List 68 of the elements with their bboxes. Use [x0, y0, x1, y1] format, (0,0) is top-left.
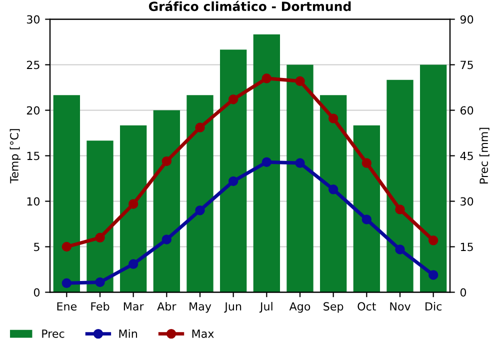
x-tick-label: Sep [324, 302, 344, 313]
point [328, 114, 338, 124]
point [362, 214, 372, 224]
x-tick-label: May [190, 302, 212, 313]
bar [53, 95, 80, 292]
bar [220, 50, 247, 292]
point [128, 259, 138, 269]
y-tick-label: 25 [26, 60, 40, 70]
legend-label: Prec [42, 330, 64, 338]
point [428, 270, 438, 280]
x-tick-label: Jul [259, 302, 272, 313]
y-tick-label: 10 [27, 197, 40, 206]
point [195, 205, 205, 216]
bar [386, 80, 414, 292]
x-tick-label: Jun [224, 302, 242, 313]
x-tick-label: Dic [426, 302, 442, 311]
point [395, 204, 405, 214]
bar [120, 125, 147, 292]
bar [253, 34, 280, 292]
x-tick-label: Abr [157, 302, 176, 311]
point [362, 158, 372, 168]
bar [153, 110, 180, 292]
point [295, 158, 305, 168]
y2-tick-label: 90 [460, 15, 474, 24]
legend-label: Min [119, 329, 137, 338]
x-tick-label: Mar [124, 302, 144, 311]
bar [420, 64, 447, 292]
point [262, 74, 272, 84]
x-tick-label: Ene [57, 302, 77, 311]
y2-tick-label: 60 [460, 106, 474, 115]
y2-tick-label: 45 [460, 152, 473, 160]
point [228, 176, 238, 186]
point [228, 94, 238, 104]
point [428, 236, 438, 246]
point [162, 156, 172, 166]
y-tick-label: 30 [26, 15, 40, 24]
point [328, 184, 338, 194]
point [62, 278, 72, 288]
y2-tick-label: 75 [460, 60, 473, 70]
x-tick-label: Oct [358, 302, 376, 311]
point [95, 277, 105, 288]
y2-axis-title: Prec [mm] [479, 128, 490, 184]
point [62, 242, 72, 252]
bar [320, 95, 347, 292]
point [262, 157, 272, 167]
point [95, 232, 105, 243]
bar [353, 125, 380, 292]
y2-tick-label: 15 [460, 242, 473, 252]
point [162, 234, 172, 244]
point [395, 244, 405, 254]
point [295, 76, 305, 86]
y-tick-label: 20 [26, 106, 40, 115]
y-tick-label: 0 [34, 288, 40, 297]
bar [86, 140, 114, 292]
x-tick-label: Feb [91, 302, 110, 311]
point [195, 122, 205, 132]
y-tick-label: 5 [34, 242, 40, 252]
x-tick-label: Nov [390, 302, 411, 311]
y2-tick-label: 30 [460, 197, 474, 206]
y2-tick-label: 0 [460, 288, 466, 297]
y-tick-label: 15 [27, 152, 40, 160]
bar [286, 64, 314, 292]
x-tick-label: Ago [289, 302, 310, 313]
bar [186, 95, 214, 292]
y-axis-title: Temp [°C] [10, 129, 21, 184]
chart-title: Gráfico climático - Dortmund [148, 0, 351, 12]
legend-label: Max [192, 330, 214, 338]
point [128, 199, 138, 209]
